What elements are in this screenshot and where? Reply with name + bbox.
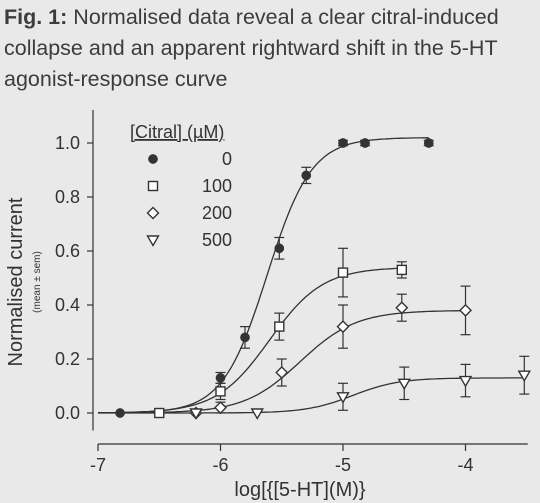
error-bars [215,139,530,414]
point-0 [215,373,226,383]
legend-marker-200 [146,206,160,220]
legend-title: [Citral] (µM) [130,122,224,142]
y-axis-title-group: Normalised current [5,197,27,366]
figure-label: Fig. 1: [4,5,68,29]
y-axis-title: Normalised current [5,197,27,366]
point-0 [301,170,312,181]
legend-label-200: 200 [202,203,232,223]
x-tick-label: -7 [90,455,106,475]
point-100 [154,407,165,419]
point-200 [395,301,409,315]
legend-label-100: 100 [202,176,232,196]
legend: [Citral] (µM) 0 100 200 500 [130,122,232,250]
x-tick-label: -5 [335,455,351,475]
point-500 [250,408,264,420]
y-tick-label: 0.8 [55,187,80,207]
legend-marker-500 [146,235,160,247]
point-500 [458,375,473,388]
point-100 [274,321,285,332]
point-0 [240,332,250,343]
point-200 [214,401,227,415]
x-axis-title: log[{[5-HT](M)} [234,479,365,501]
y-axis-subtitle: (mean ± sem) [32,251,43,313]
y-tick-label: 0.4 [55,295,80,315]
x-tick-label: -6 [212,455,228,475]
legend-marker-100 [147,180,159,192]
point-100 [337,267,349,278]
fit-curve-0 [97,137,429,414]
data-points [115,138,532,420]
point-500 [397,378,411,391]
legend-label-0: 0 [222,149,232,169]
point-0 [338,138,348,148]
point-100 [215,386,226,397]
point-200 [459,303,472,317]
point-0 [360,138,370,148]
caption-text: Normalised data reveal a clear citral-in… [4,5,499,91]
legend-label-500: 500 [202,230,232,250]
y-tick-label: 0.2 [55,349,80,369]
point-500 [517,370,532,383]
point-0 [115,408,125,418]
fit-curve-100 [97,267,402,414]
y-tick-label: 0.6 [55,241,80,261]
legend-marker-0 [148,154,158,164]
point-200 [275,366,289,379]
fit-curves [97,137,525,414]
fit-curve-500 [98,377,525,414]
point-500 [189,408,203,420]
point-200 [336,320,350,334]
point-500 [336,392,350,404]
y-tick-label: 1.0 [55,133,80,153]
y-axis-subtitle-group: (mean ± sem) [32,251,43,313]
x-tick-label: -4 [457,455,473,475]
point-0 [274,243,285,254]
point-100 [396,264,407,276]
figure-caption: Fig. 1: Normalised data reveal a clear c… [4,2,536,95]
axes: 0.0 0.2 0.4 0.6 0.8 1.0 -7 -6 -5 -4 [55,110,528,475]
y-tick-label: 0.0 [55,403,80,423]
point-0 [423,138,434,148]
